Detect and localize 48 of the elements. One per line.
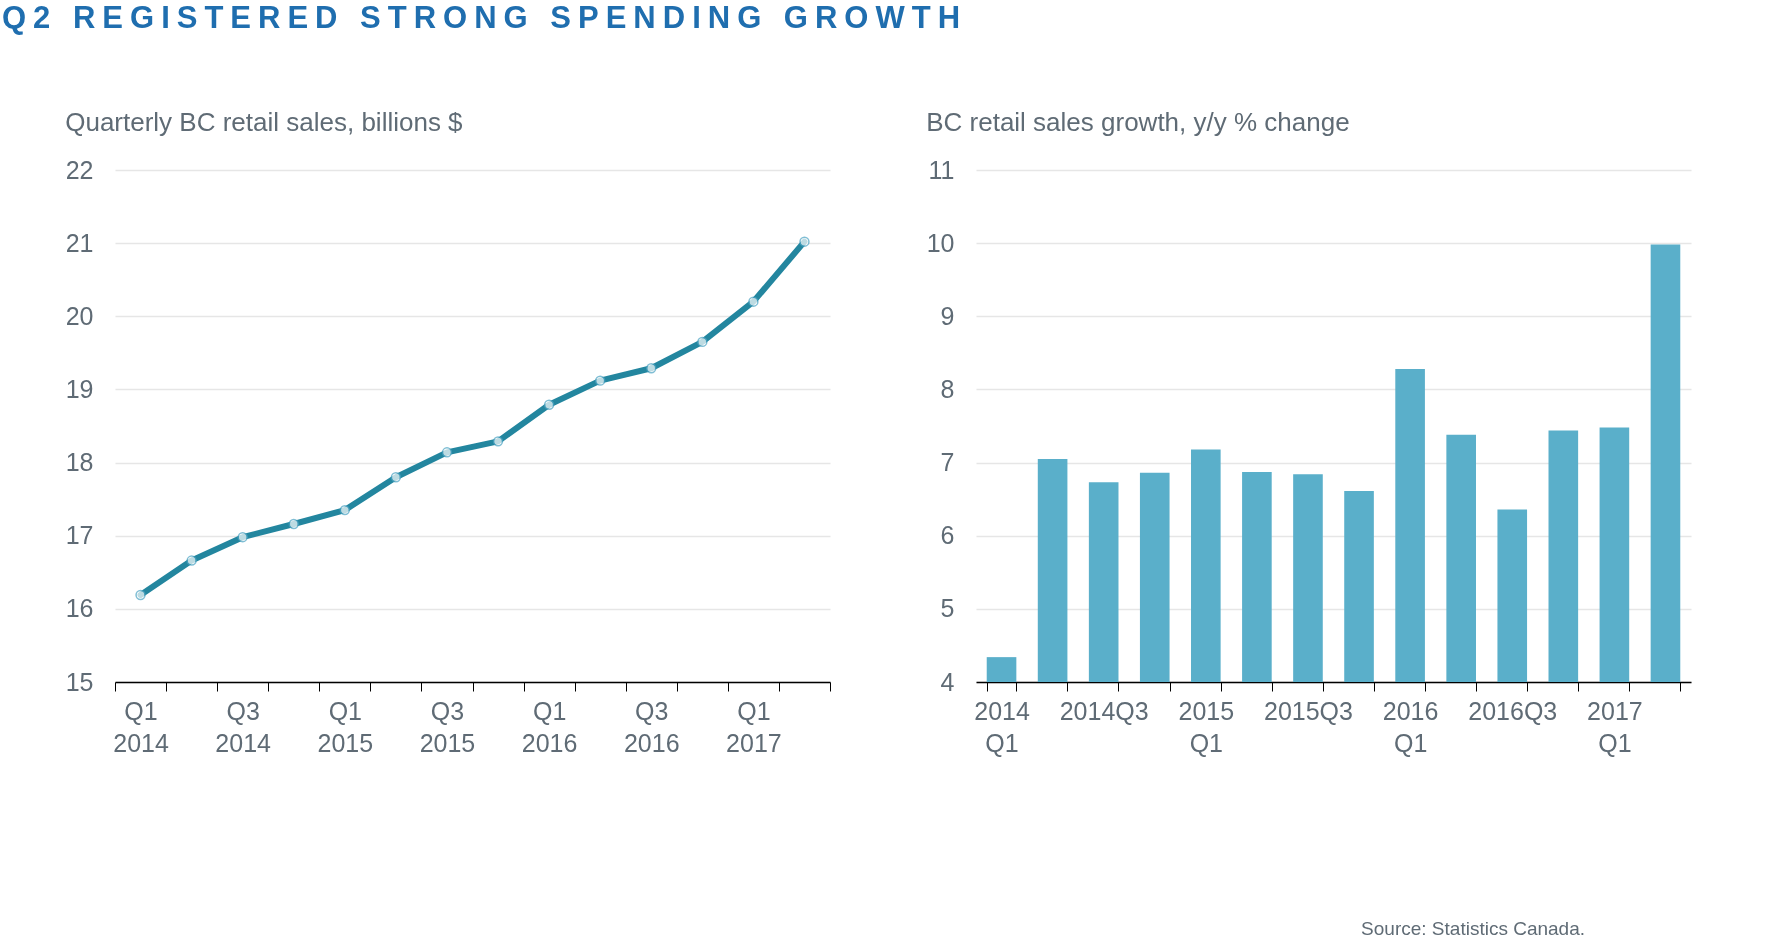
point (237, 531, 248, 543)
point (339, 504, 351, 516)
point (390, 471, 402, 483)
y-tick-label: 15 (65, 667, 94, 696)
y-tick-label: 5 (940, 594, 955, 623)
point (799, 236, 810, 247)
x-tick-label: Q3 2014 (215, 696, 272, 757)
y-tick-label: 20 (65, 301, 94, 330)
y-tick-label: 22 (65, 155, 94, 184)
chart-title: Quarterly BC retail sales, billions $ (65, 107, 464, 137)
y-tick-label: 11 (928, 155, 955, 184)
point (288, 518, 299, 530)
x-tick-label: 2014Q3 (1059, 696, 1149, 725)
point (594, 375, 606, 386)
point (135, 589, 146, 601)
source-note: Source: Statistics Canada. (1361, 918, 1585, 939)
chart-title: BC retail sales growth, y/y % change (926, 107, 1350, 137)
x-tick-label: 2017 Q1 (1587, 696, 1643, 757)
y-tick-label: 21 (65, 228, 94, 257)
x-tick-label: Q1 2014 (113, 696, 169, 757)
y-tick-label: 19 (65, 374, 94, 403)
y-tick-label: 8 (940, 374, 955, 403)
point (646, 363, 657, 374)
y-tick-label: 17 (65, 521, 94, 550)
x-tick-label: 2016 Q1 (1382, 696, 1439, 757)
x-tick-label: 2014 Q1 (974, 696, 1030, 757)
y-tick-label: 6 (940, 521, 955, 550)
x-tick-label: Q1 2015 (317, 696, 374, 757)
y-tick-label: 4 (940, 667, 955, 696)
point (492, 436, 504, 447)
x-tick-label: 2016Q3 (1468, 696, 1558, 725)
x-tick-label: Q1 2017 (726, 696, 782, 757)
x-tick-label: 2015 Q1 (1178, 696, 1235, 757)
point (697, 336, 708, 348)
point (186, 555, 197, 566)
y-tick-label: 9 (940, 301, 955, 330)
point (441, 447, 453, 458)
x-tick-label: Q3 2016 (623, 696, 680, 757)
x-tick-label: Q3 2015 (419, 696, 476, 757)
x-tick-label: 2015Q3 (1263, 696, 1353, 725)
y-tick-label: 16 (65, 594, 94, 623)
text: Q2 REGISTERED STRONG SPENDING GROWTH (2, 0, 968, 36)
point (543, 399, 555, 410)
point (748, 296, 759, 307)
y-tick-label: 7 (940, 448, 955, 477)
y-tick-label: 18 (65, 448, 94, 477)
x-tick-label: Q1 2016 (521, 696, 578, 757)
y-tick-label: 10 (926, 228, 955, 257)
